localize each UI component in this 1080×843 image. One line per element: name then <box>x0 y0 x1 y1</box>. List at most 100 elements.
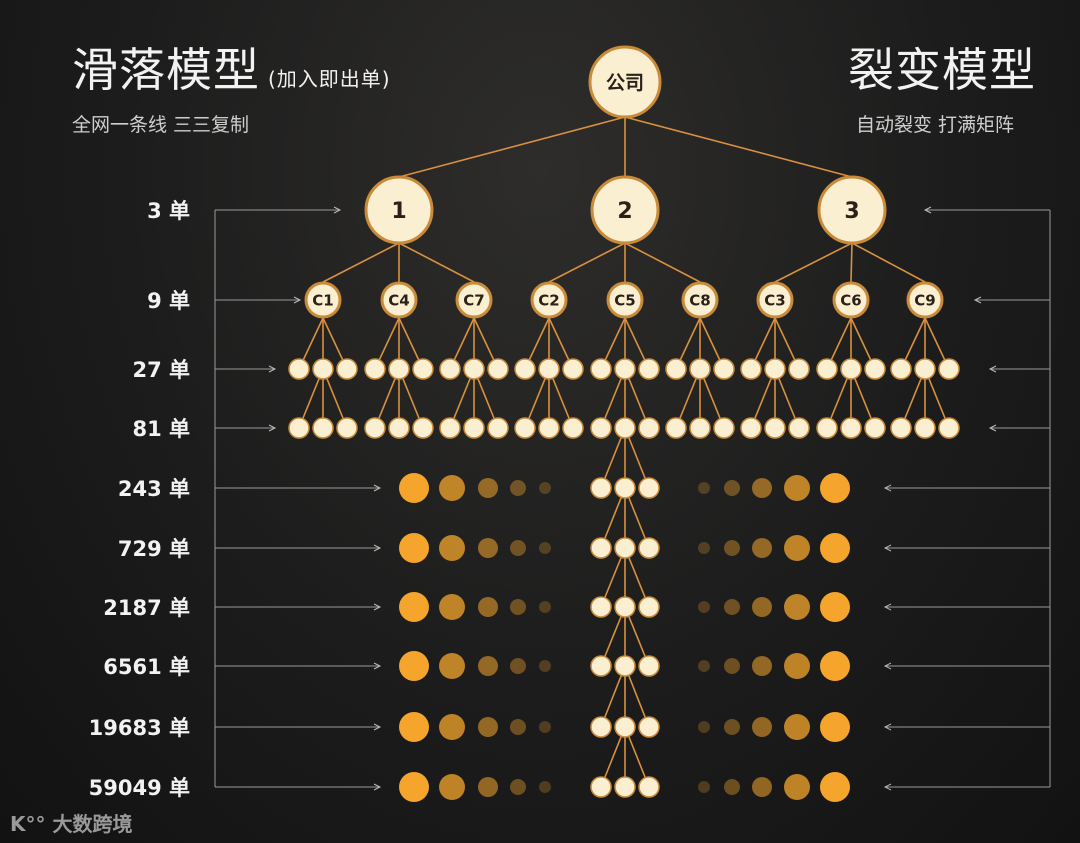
fading-dot <box>510 658 526 674</box>
node-label: C1 <box>312 291 333 309</box>
fading-dot <box>784 714 810 740</box>
node-label: 1 <box>391 199 406 224</box>
connector-line <box>624 487 650 549</box>
fading-dot <box>439 653 465 679</box>
small-node <box>388 417 410 439</box>
small-node <box>288 417 310 439</box>
fading-dot <box>399 533 429 563</box>
row-count-label: 27 单 <box>132 358 190 382</box>
fading-dot <box>820 473 850 503</box>
arrowhead-icon <box>373 662 382 670</box>
small-node <box>439 358 461 380</box>
small-node <box>840 358 862 380</box>
level2-node <box>455 281 493 319</box>
arrowhead-icon <box>373 783 382 791</box>
small-node <box>614 477 636 499</box>
fading-dot <box>439 714 465 740</box>
connector-line <box>850 242 853 283</box>
small-node <box>614 358 636 380</box>
level2-node <box>906 281 944 319</box>
node-label: 2 <box>617 199 632 224</box>
node-label: C9 <box>914 291 935 309</box>
fading-dot <box>820 772 850 802</box>
fading-dot <box>752 597 772 617</box>
fading-dot <box>399 473 429 503</box>
small-node <box>538 358 560 380</box>
row-count-label: 2187 单 <box>103 596 190 620</box>
arrowhead-icon <box>988 424 997 432</box>
fading-dot <box>439 774 465 800</box>
arrowhead-icon <box>293 296 302 304</box>
fading-dot <box>698 781 710 793</box>
small-node <box>890 358 912 380</box>
small-node <box>890 417 912 439</box>
small-node <box>914 358 936 380</box>
arrowhead-icon <box>373 544 382 552</box>
small-node <box>590 358 612 380</box>
small-node <box>487 358 509 380</box>
fading-dot <box>439 475 465 501</box>
small-node <box>816 417 838 439</box>
arrowhead-icon <box>373 723 382 731</box>
small-node <box>614 716 636 738</box>
connector-line <box>322 242 400 283</box>
fading-dot <box>478 777 498 797</box>
small-node <box>864 417 886 439</box>
row-count-label: 729 单 <box>118 537 190 561</box>
row-count-label: 243 单 <box>118 477 190 501</box>
level2-node <box>606 281 644 319</box>
fading-dot <box>724 540 740 556</box>
root-node <box>588 45 662 119</box>
small-node <box>614 537 636 559</box>
small-node <box>412 417 434 439</box>
arrowhead-icon <box>333 206 342 214</box>
small-node <box>740 358 762 380</box>
level2-node <box>380 281 418 319</box>
small-node <box>638 716 660 738</box>
fading-dot <box>784 535 810 561</box>
small-node <box>562 358 584 380</box>
row-count-label: 59049 单 <box>89 776 190 800</box>
fading-dot <box>478 656 498 676</box>
fading-dot <box>439 535 465 561</box>
small-node <box>388 358 410 380</box>
small-node <box>312 358 334 380</box>
small-node <box>514 358 536 380</box>
small-node <box>412 358 434 380</box>
fading-dot <box>820 651 850 681</box>
small-node <box>336 358 358 380</box>
node-label: C8 <box>689 291 710 309</box>
fading-dot <box>698 542 710 554</box>
fading-dot <box>478 538 498 558</box>
fading-dot <box>399 712 429 742</box>
fading-dot <box>510 599 526 615</box>
left-title-text: 滑落模型 <box>72 43 260 97</box>
fading-dot <box>439 594 465 620</box>
fading-dot <box>510 719 526 735</box>
fading-dot <box>752 656 772 676</box>
small-node <box>590 776 612 798</box>
row-count-label: 9 单 <box>147 289 190 313</box>
logo-icon: K°° <box>10 812 53 836</box>
fading-dot <box>752 478 772 498</box>
small-node <box>614 417 636 439</box>
small-node <box>463 358 485 380</box>
small-node <box>638 537 660 559</box>
small-node <box>788 358 810 380</box>
fading-dot <box>784 774 810 800</box>
fading-dot <box>784 594 810 620</box>
connector-line <box>398 116 626 178</box>
fading-dot <box>698 721 710 733</box>
small-node <box>638 596 660 618</box>
fading-dot <box>752 538 772 558</box>
fading-dot <box>724 658 740 674</box>
arrowhead-icon <box>373 603 382 611</box>
fading-dot <box>539 660 551 672</box>
small-node <box>562 417 584 439</box>
small-node <box>638 776 660 798</box>
small-node <box>713 358 735 380</box>
small-node <box>312 417 334 439</box>
connector-line <box>624 665 650 728</box>
node-label: 3 <box>844 199 859 224</box>
